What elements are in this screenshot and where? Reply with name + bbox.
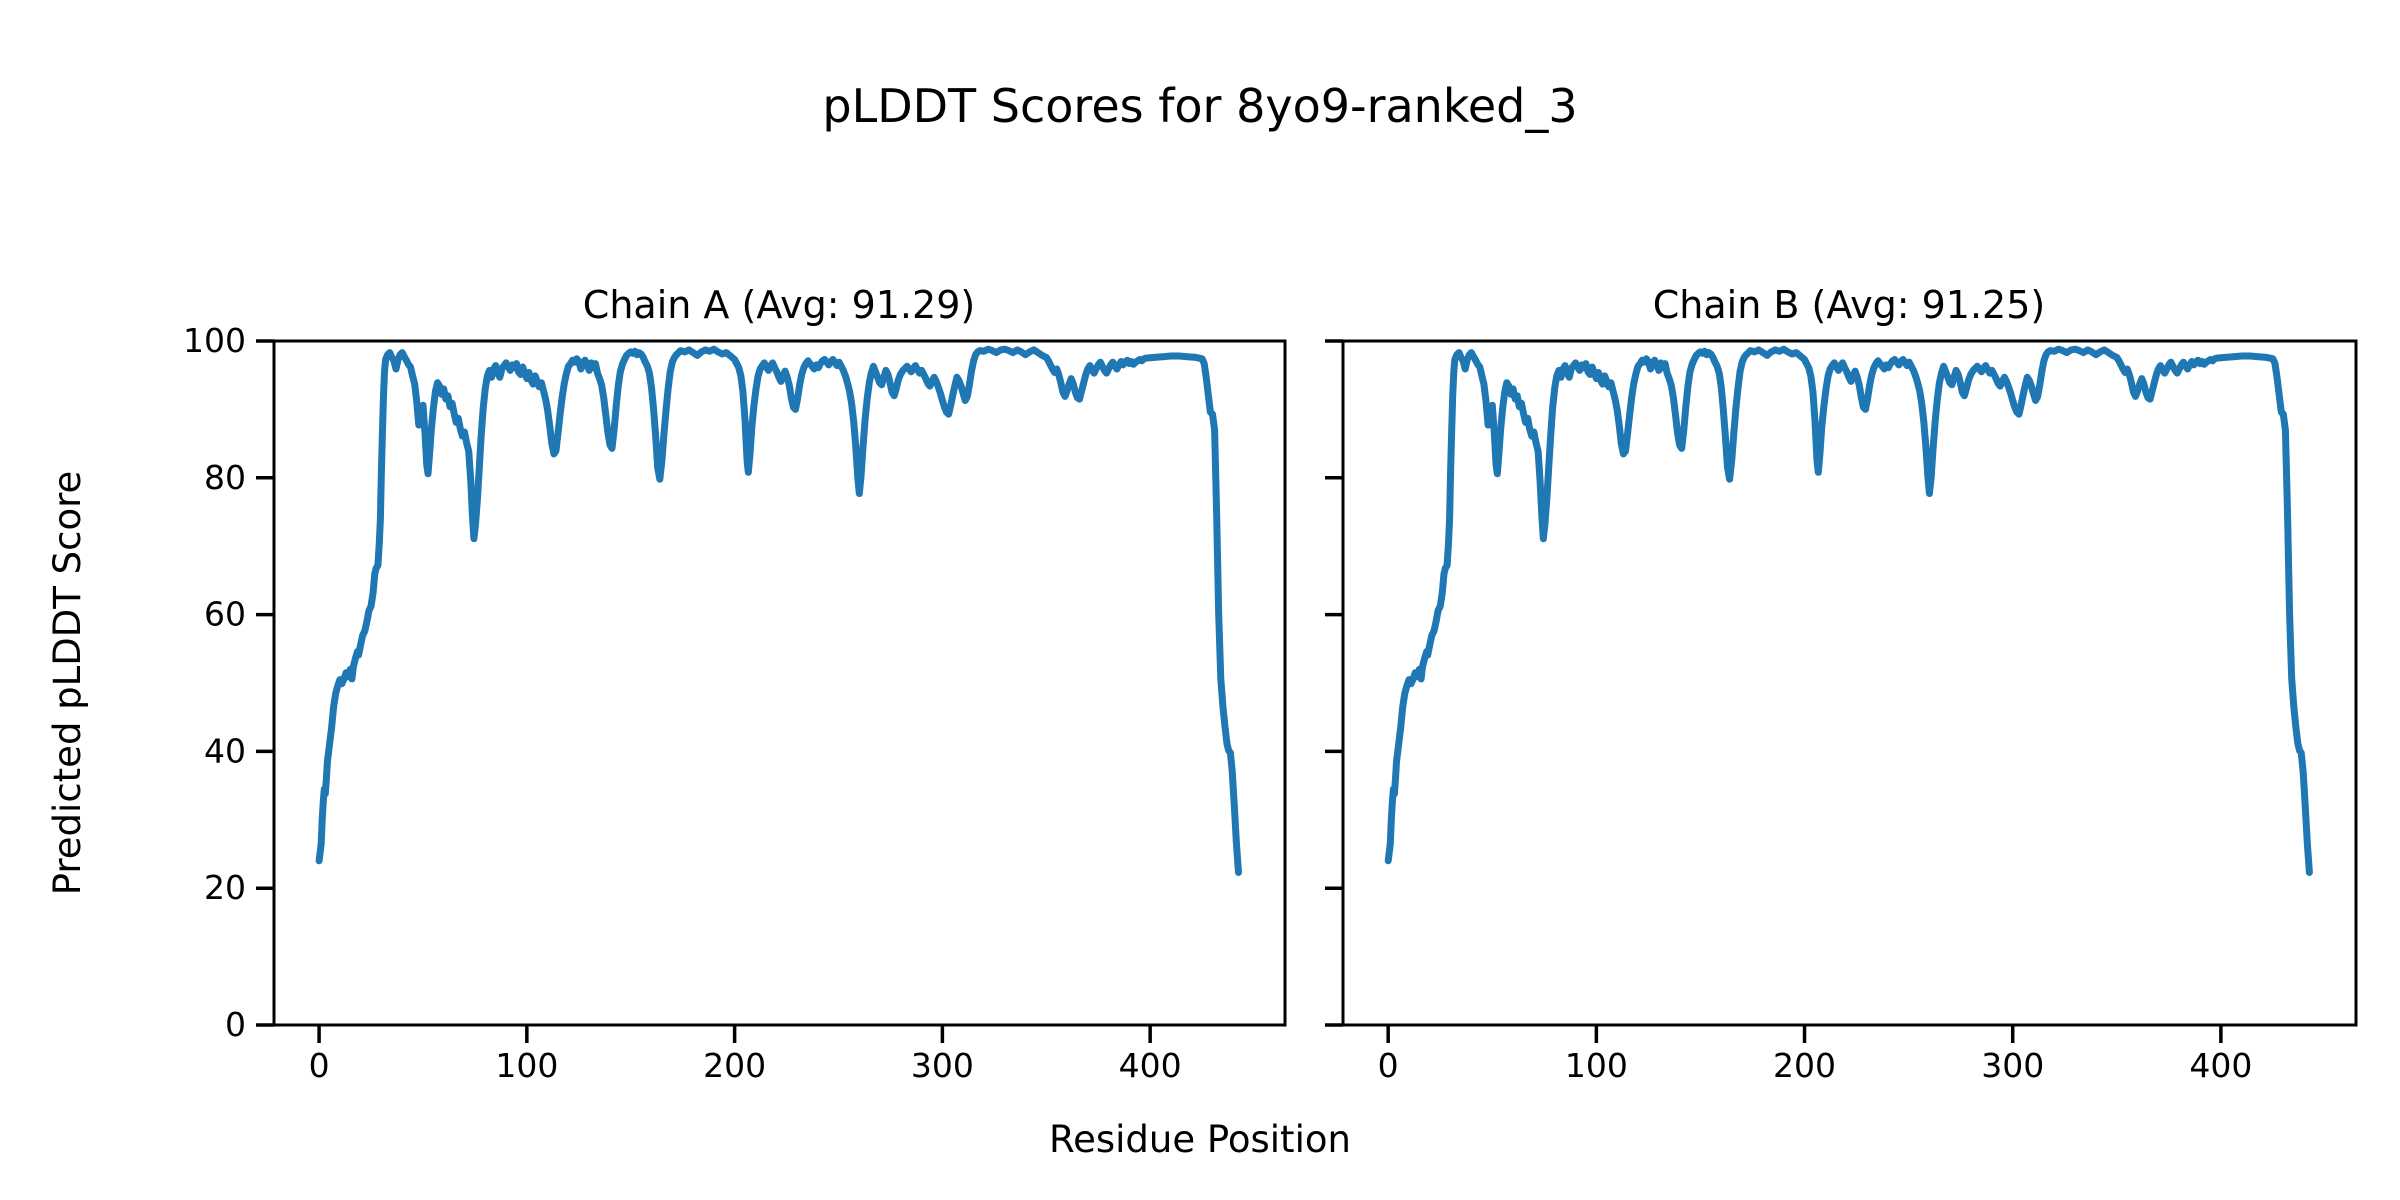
x-tick-label: 400 [1119, 1046, 1182, 1085]
x-tick-label: 0 [1378, 1046, 1399, 1085]
plddt-line-chain-b [1384, 345, 2313, 876]
plot-border-chain-a [272, 339, 1287, 1027]
x-tick-label: 0 [309, 1046, 330, 1085]
x-axis-label: Residue Position [1049, 1118, 1351, 1161]
y-tick-label: 0 [225, 1005, 246, 1044]
x-tick-label: 100 [495, 1046, 558, 1085]
figure-title: pLDDT Scores for 8yo9-ranked_3 [822, 79, 1577, 133]
x-tick-label: 100 [1565, 1046, 1628, 1085]
plot-border-chain-b [1341, 339, 2358, 1027]
y-tick-label: 100 [183, 321, 246, 360]
chart-title-chain-b: Chain B (Avg: 91.25) [1653, 283, 2045, 327]
y-axis-label: Predicted pLDDT Score [46, 471, 89, 896]
y-tick-label: 20 [204, 868, 246, 907]
subplot-chain-a: 0 100 200 300 400 0 20 40 60 80 100 [183, 321, 1287, 1085]
plddt-line-chain-a [315, 345, 1242, 876]
x-tick-label: 400 [2189, 1046, 2252, 1085]
subplot-chain-b: 0 100 200 300 400 [1325, 339, 2358, 1085]
x-tick-label: 200 [1773, 1046, 1836, 1085]
x-tick-label: 200 [703, 1046, 766, 1085]
chart-title-chain-a: Chain A (Avg: 91.29) [583, 283, 975, 327]
x-tick-label: 300 [1981, 1046, 2044, 1085]
y-tick-label: 40 [204, 731, 246, 770]
y-tick-label: 80 [204, 458, 246, 497]
subplots-group: 0 100 200 300 400 0 20 40 60 80 100 0 100 200 300 400 [183, 321, 2358, 1085]
x-tick-label: 300 [911, 1046, 974, 1085]
y-tick-label: 60 [204, 595, 246, 634]
